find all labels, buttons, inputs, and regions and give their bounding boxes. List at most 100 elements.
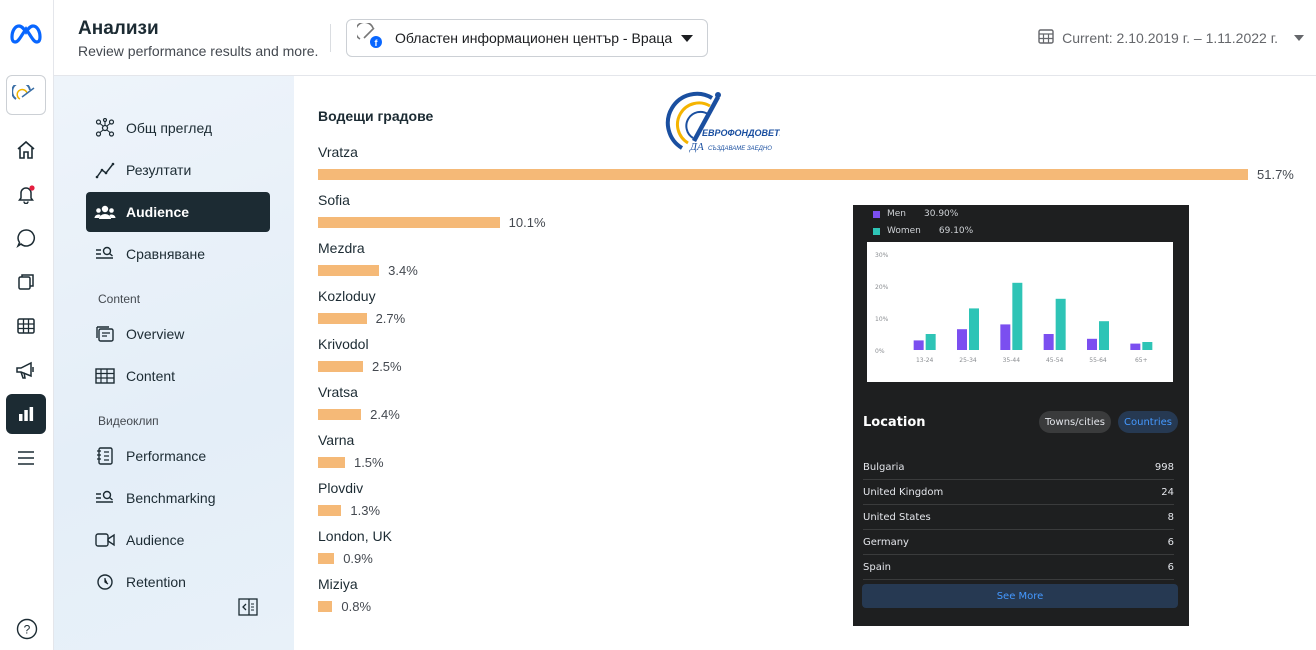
sidebar-item-video-benchmarking[interactable]: Benchmarking bbox=[86, 478, 270, 518]
tab-towns-cities[interactable]: Towns/cities bbox=[1039, 411, 1111, 433]
sidebar-item-video-retention[interactable]: Retention bbox=[86, 562, 270, 602]
chevron-down-icon bbox=[1294, 34, 1304, 41]
y-tick-label: 0% bbox=[875, 348, 885, 355]
country-count: 998 bbox=[1154, 461, 1174, 473]
page-profile-icon: f bbox=[354, 21, 383, 54]
city-name: Vratsa bbox=[318, 384, 358, 400]
city-row: Vratza 51.7% bbox=[318, 144, 1294, 182]
date-range-picker[interactable]: Current: 2.10.2019 г. – 1.11.2022 г. bbox=[1038, 28, 1304, 47]
see-more-button[interactable]: See More bbox=[862, 584, 1178, 608]
sidebar-item-label: Audience bbox=[126, 204, 190, 220]
tab-countries[interactable]: Countries bbox=[1118, 411, 1178, 433]
section-label-content: Content bbox=[98, 292, 141, 306]
city-name: Mezdra bbox=[318, 240, 365, 256]
city-name: Varna bbox=[318, 432, 355, 448]
sidebar-item-label: Сравняване bbox=[126, 246, 206, 262]
sidebar-item-video-audience[interactable]: Audience bbox=[86, 520, 270, 560]
sidebar-item-label: Overview bbox=[126, 326, 185, 342]
svg-text:ДА: ДА bbox=[689, 141, 704, 153]
svg-text:ЕВРОФОНДОВЕТЕ: ЕВРОФОНДОВЕТЕ bbox=[702, 128, 780, 138]
city-row: Vratsa 2.4% bbox=[318, 384, 400, 422]
sidebar-item-content-overview[interactable]: Overview bbox=[86, 314, 270, 354]
page-title: Анализи bbox=[78, 18, 159, 39]
city-row: Krivodol 2.5% bbox=[318, 336, 402, 374]
age-gender-chart-svg: 30% 20% 10% 0% 13-24 25-34 35-44 45-54 55-64 65+ bbox=[875, 252, 1153, 364]
collapse-sidebar-icon[interactable] bbox=[238, 598, 258, 621]
city-row: Miziya 0.8% bbox=[318, 576, 371, 614]
bar-men bbox=[1130, 343, 1141, 350]
top-header: Анализи Review performance results and m… bbox=[54, 0, 1316, 76]
city-name: Miziya bbox=[318, 576, 358, 592]
city-bar-row: 0.8% bbox=[318, 599, 371, 614]
sidebar-item-content[interactable]: Content bbox=[86, 356, 270, 396]
sidebar-item-label: Content bbox=[126, 368, 176, 384]
chat-icon[interactable] bbox=[12, 224, 40, 252]
sidebar-item-video-performance[interactable]: Performance bbox=[86, 436, 270, 476]
bar-men bbox=[1000, 324, 1011, 350]
svg-text:f: f bbox=[375, 38, 379, 48]
city-percentage: 1.3% bbox=[350, 502, 381, 518]
sidebar-item-benchmark[interactable]: Сравняване bbox=[86, 234, 270, 274]
city-bar-row: 10.1% bbox=[318, 215, 546, 230]
home-icon[interactable] bbox=[12, 136, 40, 164]
bar-men bbox=[913, 340, 924, 350]
city-row: Kozloduy 2.7% bbox=[318, 288, 405, 326]
insights-icon[interactable] bbox=[6, 394, 46, 434]
y-tick-label: 30% bbox=[875, 252, 889, 259]
bar-women bbox=[1012, 282, 1023, 350]
country-row: United States 8 bbox=[863, 505, 1174, 530]
city-percentage: 3.4% bbox=[388, 262, 418, 278]
country-name: Germany bbox=[863, 536, 909, 548]
help-icon[interactable]: ? bbox=[16, 618, 38, 645]
city-bar bbox=[318, 312, 367, 324]
pages-icon[interactable] bbox=[12, 268, 40, 296]
city-bar-row: 51.7% bbox=[318, 167, 1294, 182]
bell-icon[interactable] bbox=[12, 180, 40, 208]
y-tick-label: 10% bbox=[875, 316, 889, 323]
country-name: United States bbox=[863, 511, 931, 523]
page-selector-dropdown[interactable]: f Областен информационен център - Враца bbox=[346, 19, 708, 57]
city-row: London, UK 0.9% bbox=[318, 528, 392, 566]
meta-logo-icon[interactable] bbox=[9, 22, 43, 49]
overview-icon bbox=[94, 323, 116, 345]
sidebar-item-label: Retention bbox=[126, 574, 186, 590]
bar-women bbox=[925, 334, 936, 350]
bar-men bbox=[1043, 334, 1054, 350]
left-rail: ? bbox=[0, 0, 54, 650]
city-bar bbox=[318, 360, 363, 372]
city-bar bbox=[318, 504, 342, 516]
city-bar-row: 2.5% bbox=[318, 359, 402, 374]
country-row: Spain 6 bbox=[863, 555, 1174, 580]
sidebar-item-results[interactable]: Резултати bbox=[86, 150, 270, 190]
megaphone-icon[interactable] bbox=[12, 356, 40, 384]
sidebar-item-overview[interactable]: Общ преглед bbox=[86, 108, 270, 148]
bar-men bbox=[1087, 338, 1097, 350]
city-name: London, UK bbox=[318, 528, 392, 544]
country-name: United Kingdom bbox=[863, 486, 944, 498]
benchmark-search-icon bbox=[94, 487, 116, 509]
city-bar-row: 2.7% bbox=[318, 311, 405, 326]
x-tick-label: 35-44 bbox=[1003, 357, 1021, 364]
age-gender-chart: 30% 20% 10% 0% 13-24 25-34 35-44 45-54 55-64 65+ bbox=[867, 242, 1173, 382]
people-icon bbox=[94, 201, 116, 223]
menu-icon[interactable] bbox=[12, 444, 40, 472]
svg-text:СЪЗДАВАМЕ ЗАЕДНО: СЪЗДАВАМЕ ЗАЕДНО bbox=[708, 146, 772, 152]
country-name: Bulgaria bbox=[863, 461, 905, 473]
city-row: Plovdiv 1.3% bbox=[318, 480, 381, 518]
city-percentage: 2.4% bbox=[370, 406, 400, 422]
city-name: Plovdiv bbox=[318, 480, 364, 496]
section-label-video: Видеоклип bbox=[98, 414, 159, 428]
page-avatar[interactable] bbox=[6, 75, 46, 115]
city-row: Varna 1.5% bbox=[318, 432, 384, 470]
country-row: Bulgaria 998 bbox=[863, 455, 1174, 480]
city-bar-row: 0.9% bbox=[318, 551, 392, 566]
sidebar-item-audience[interactable]: Audience bbox=[86, 192, 270, 232]
city-row: Mezdra 3.4% bbox=[318, 240, 418, 278]
legend-name: Men bbox=[887, 209, 907, 219]
benchmark-search-icon bbox=[94, 243, 116, 265]
svg-text:?: ? bbox=[24, 623, 31, 637]
bar-women bbox=[1142, 342, 1153, 350]
video-camera-icon bbox=[94, 529, 116, 551]
table-icon[interactable] bbox=[12, 312, 40, 340]
city-percentage: 1.5% bbox=[353, 454, 384, 470]
